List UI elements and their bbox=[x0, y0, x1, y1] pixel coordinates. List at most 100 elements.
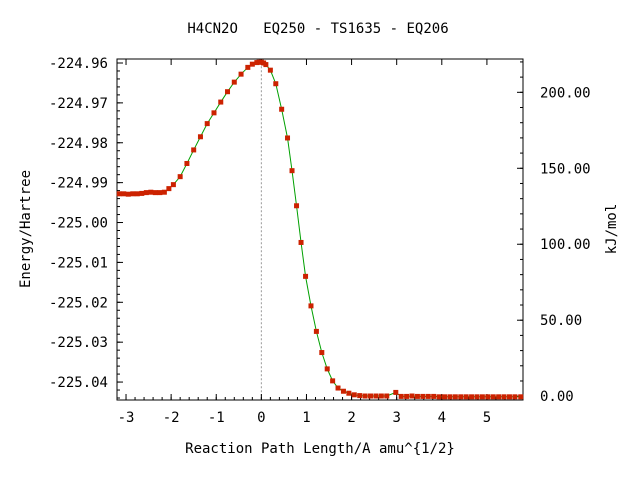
data-point bbox=[125, 191, 131, 197]
data-point bbox=[384, 393, 390, 399]
data-point bbox=[303, 273, 309, 279]
data-point bbox=[506, 394, 512, 400]
data-point bbox=[404, 393, 410, 399]
data-point bbox=[166, 186, 172, 192]
y-tick-label: -224.96 bbox=[49, 56, 108, 72]
data-point bbox=[211, 110, 217, 116]
data-point bbox=[452, 394, 458, 400]
data-point bbox=[436, 394, 442, 400]
data-point bbox=[362, 393, 368, 399]
y2-tick-label: 50.00 bbox=[540, 313, 582, 329]
data-point bbox=[346, 390, 352, 396]
data-point bbox=[351, 392, 357, 398]
chart-title: H4CN2O EQ250 - TS1635 - EQ206 bbox=[187, 21, 448, 37]
data-point bbox=[116, 191, 122, 197]
data-point bbox=[238, 71, 244, 77]
y2-tick-label: 200.00 bbox=[540, 85, 591, 101]
data-point bbox=[490, 394, 496, 400]
x-tick-label: 5 bbox=[483, 410, 491, 426]
x-tick-label: 0 bbox=[257, 410, 265, 426]
data-point bbox=[442, 394, 448, 400]
data-point bbox=[225, 89, 231, 95]
data-point bbox=[425, 393, 431, 399]
data-point bbox=[393, 389, 399, 395]
x-axis-label: Reaction Path Length/A amu^{1/2} bbox=[185, 441, 455, 457]
x-tick-label: 3 bbox=[392, 410, 400, 426]
y-tick-label: -225.01 bbox=[49, 255, 108, 271]
y2-tick-label: 0.00 bbox=[540, 389, 574, 405]
x-axis-ticks: -3 -2 -1 0 1 2 3 4 5 bbox=[118, 59, 515, 426]
data-point bbox=[398, 393, 404, 399]
y-tick-label: -224.97 bbox=[49, 96, 108, 112]
data-point bbox=[279, 106, 285, 112]
data-point bbox=[501, 394, 507, 400]
series-line bbox=[119, 61, 521, 398]
plot-frame bbox=[116, 58, 524, 401]
data-point bbox=[294, 203, 300, 209]
data-point bbox=[368, 393, 374, 399]
y-tick-label: -225.00 bbox=[49, 216, 108, 232]
data-point bbox=[340, 388, 346, 394]
y-tick-label: -225.02 bbox=[49, 295, 108, 311]
x-tick-label: 1 bbox=[302, 410, 310, 426]
data-point bbox=[134, 191, 140, 197]
data-point bbox=[518, 394, 524, 400]
data-point bbox=[152, 190, 158, 196]
y2-axis-label: kJ/mol bbox=[604, 204, 620, 255]
y2-tick-label: 150.00 bbox=[540, 161, 591, 177]
data-point bbox=[148, 189, 154, 195]
data-point bbox=[157, 190, 163, 196]
data-point bbox=[177, 174, 183, 180]
y2-axis-ticks: 0.00 50.00 100.00 150.00 200.00 bbox=[517, 61, 591, 405]
data-point bbox=[335, 385, 341, 391]
y-axis-label: Energy/Hartree bbox=[18, 170, 34, 288]
data-point bbox=[324, 366, 330, 372]
data-point bbox=[319, 350, 325, 356]
data-point bbox=[463, 394, 469, 400]
data-point bbox=[263, 62, 269, 68]
data-point bbox=[447, 394, 453, 400]
data-point bbox=[313, 328, 319, 334]
data-point bbox=[143, 190, 149, 196]
data-point bbox=[130, 191, 136, 197]
data-point bbox=[218, 99, 224, 105]
y-tick-label: -225.03 bbox=[49, 335, 108, 351]
data-point bbox=[139, 190, 145, 196]
y-tick-label: -224.99 bbox=[49, 176, 108, 192]
data-point bbox=[245, 64, 251, 70]
data-point bbox=[121, 191, 127, 197]
y-tick-label: -224.98 bbox=[49, 136, 108, 152]
data-point bbox=[414, 393, 420, 399]
data-point bbox=[479, 394, 485, 400]
data-point bbox=[298, 239, 304, 245]
data-point bbox=[289, 168, 295, 174]
data-point bbox=[285, 135, 291, 141]
data-point bbox=[496, 394, 502, 400]
data-point bbox=[357, 393, 363, 399]
data-point bbox=[373, 393, 379, 399]
data-point bbox=[431, 393, 437, 399]
x-tick-label: 4 bbox=[438, 410, 446, 426]
data-point bbox=[485, 394, 491, 400]
y-axis-ticks: -224.96 -224.97 -224.98 -224.99 -225.00 -225.… bbox=[49, 56, 123, 399]
data-point bbox=[161, 189, 167, 195]
series-group bbox=[116, 59, 524, 400]
data-point bbox=[420, 393, 426, 399]
data-point bbox=[184, 160, 190, 166]
data-point bbox=[512, 394, 518, 400]
data-point bbox=[458, 394, 464, 400]
x-tick-label: -2 bbox=[163, 410, 180, 426]
data-point bbox=[378, 393, 384, 399]
data-point bbox=[273, 81, 279, 87]
data-point bbox=[409, 393, 415, 399]
data-point bbox=[191, 147, 197, 153]
data-point bbox=[170, 182, 176, 188]
data-point bbox=[231, 79, 237, 85]
y-tick-label: -225.04 bbox=[49, 375, 108, 391]
data-point bbox=[197, 134, 203, 140]
x-tick-label: -3 bbox=[118, 410, 135, 426]
data-point bbox=[469, 394, 475, 400]
x-tick-label: 2 bbox=[347, 410, 355, 426]
data-point bbox=[474, 394, 480, 400]
